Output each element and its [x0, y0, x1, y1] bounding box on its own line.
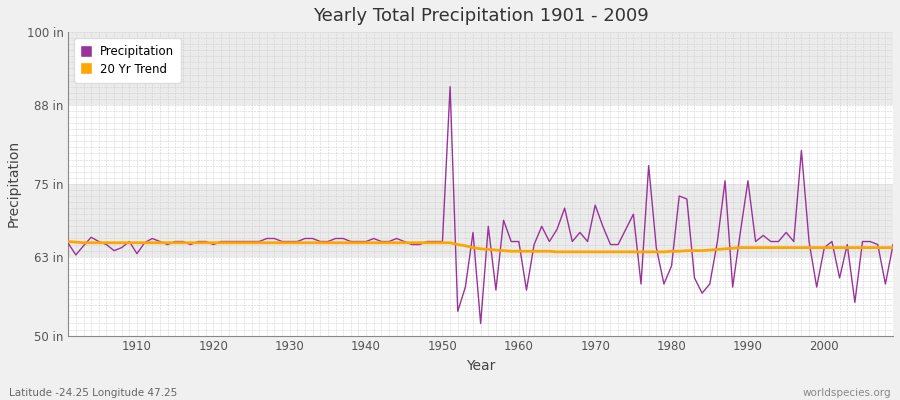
Bar — [68, 105, 893, 184]
20 Yr Trend — [513, 249, 524, 254]
20 Yr Trend — [613, 250, 624, 254]
Text: Latitude -24.25 Longitude 47.25: Latitude -24.25 Longitude 47.25 — [9, 388, 177, 398]
Precipitation — [887, 242, 898, 247]
20 Yr Trend — [887, 245, 898, 250]
Line: Precipitation: Precipitation — [68, 87, 893, 324]
X-axis label: Year: Year — [466, 359, 495, 373]
20 Yr Trend — [338, 240, 348, 245]
Precipitation — [124, 239, 135, 244]
Bar — [68, 32, 893, 105]
Precipitation — [521, 288, 532, 292]
Legend: Precipitation, 20 Yr Trend: Precipitation, 20 Yr Trend — [74, 38, 181, 83]
20 Yr Trend — [506, 249, 517, 254]
Precipitation — [445, 84, 455, 89]
Precipitation — [292, 239, 302, 244]
Precipitation — [63, 241, 74, 246]
20 Yr Trend — [292, 240, 302, 245]
Text: worldspecies.org: worldspecies.org — [803, 388, 891, 398]
20 Yr Trend — [124, 240, 135, 245]
Title: Yearly Total Precipitation 1901 - 2009: Yearly Total Precipitation 1901 - 2009 — [313, 7, 649, 25]
Precipitation — [475, 321, 486, 326]
20 Yr Trend — [63, 239, 74, 244]
Precipitation — [528, 242, 539, 247]
Precipitation — [338, 236, 348, 241]
Precipitation — [620, 227, 631, 232]
20 Yr Trend — [552, 250, 562, 254]
Bar — [68, 184, 893, 257]
Bar — [68, 257, 893, 336]
Y-axis label: Precipitation: Precipitation — [7, 140, 21, 228]
Line: 20 Yr Trend: 20 Yr Trend — [68, 242, 893, 252]
